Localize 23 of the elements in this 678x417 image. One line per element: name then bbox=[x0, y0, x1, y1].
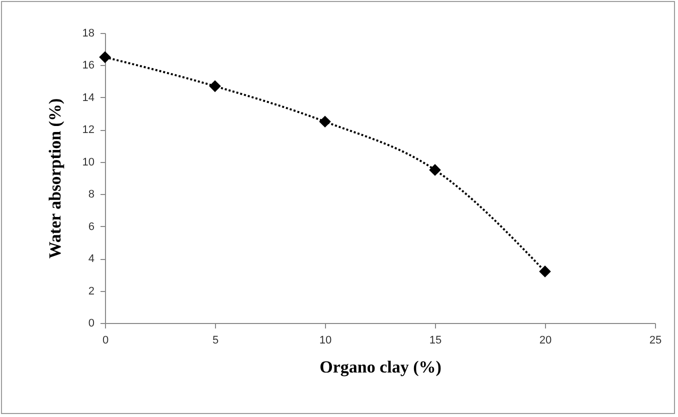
y-tick-label: 2 bbox=[88, 285, 94, 298]
y-tick-label: 18 bbox=[82, 28, 94, 40]
point bbox=[429, 164, 441, 176]
y-tick-label: 12 bbox=[82, 124, 94, 136]
point bbox=[319, 116, 331, 128]
x-tick-label: 5 bbox=[212, 334, 219, 346]
y-tick-label: 16 bbox=[82, 60, 94, 72]
x-tick-label: 0 bbox=[102, 334, 109, 346]
y-tick-label: 6 bbox=[88, 220, 94, 233]
point bbox=[209, 80, 221, 92]
x-tick-label: 20 bbox=[539, 334, 552, 346]
y-axis-title: Water absorption (%) bbox=[45, 98, 64, 259]
point bbox=[99, 51, 111, 64]
point bbox=[539, 266, 551, 278]
y-tick-label: 14 bbox=[82, 92, 94, 104]
y-tick-label: 0 bbox=[88, 318, 94, 330]
y-tick-label: 8 bbox=[88, 188, 94, 201]
x-tick-label: 25 bbox=[649, 334, 662, 346]
x-axis-title: Organo clay (%) bbox=[320, 358, 442, 376]
x-tick-label: 10 bbox=[319, 334, 332, 346]
x-tick-label: 15 bbox=[429, 334, 442, 346]
y-tick-label: 10 bbox=[82, 156, 94, 168]
y-tick-label: 4 bbox=[88, 253, 94, 266]
